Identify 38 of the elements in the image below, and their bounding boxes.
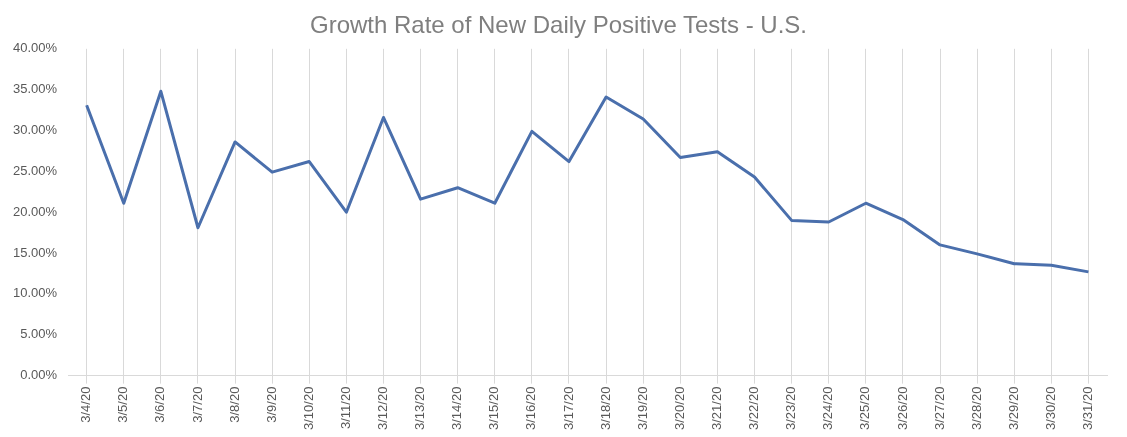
x-tick-label: 3/24/20 [820, 386, 836, 430]
y-tick-label: 35.00% [13, 81, 58, 97]
x-tick-label: 3/21/20 [708, 386, 724, 430]
y-tick-label: 15.00% [13, 244, 58, 260]
x-tick-label: 3/31/20 [1080, 386, 1096, 430]
x-tick-label: 3/29/20 [1005, 386, 1021, 430]
x-tick-label: 3/28/20 [968, 386, 984, 430]
x-tick-label: 3/18/20 [597, 386, 613, 430]
x-tick-label: 3/27/20 [931, 386, 947, 430]
x-tick-label: 3/11/20 [337, 386, 353, 430]
x-tick-label: 3/23/20 [783, 386, 799, 430]
x-tick-label: 3/7/20 [189, 386, 205, 423]
x-tick-label: 3/16/20 [523, 386, 539, 430]
x-tick-label: 3/25/20 [857, 386, 873, 430]
y-tick-label: 5.00% [20, 326, 58, 342]
chart-title: Growth Rate of New Daily Positive Tests - U.S. [309, 11, 808, 39]
x-tick-label: 3/9/20 [263, 386, 279, 423]
x-tick-label: 3/26/20 [894, 386, 910, 430]
y-tick-label: 0.00% [20, 367, 58, 383]
x-tick-label: 3/6/20 [152, 386, 168, 423]
y-tick-label: 40.00% [13, 40, 58, 56]
x-tick-label: 3/13/20 [412, 386, 428, 430]
x-tick-label: 3/12/20 [375, 386, 391, 430]
x-tick-label: 3/30/20 [1042, 386, 1058, 430]
x-tick-label: 3/17/20 [560, 386, 576, 430]
x-tick-label: 3/10/20 [300, 386, 316, 430]
y-tick-label: 25.00% [13, 162, 58, 178]
x-tick-label: 3/14/20 [449, 386, 465, 430]
x-tick-label: 3/5/20 [115, 386, 131, 423]
x-tick-label: 3/20/20 [671, 386, 687, 430]
x-tick-label: 3/19/20 [634, 386, 650, 430]
x-tick-label: 3/22/20 [746, 386, 762, 430]
y-tick-label: 10.00% [13, 285, 58, 301]
y-tick-label: 30.00% [13, 122, 58, 138]
x-tick-label: 3/15/20 [486, 386, 502, 430]
x-tick-label: 3/4/20 [78, 386, 94, 423]
y-tick-label: 20.00% [13, 203, 58, 219]
x-tick-label: 3/8/20 [226, 386, 242, 423]
